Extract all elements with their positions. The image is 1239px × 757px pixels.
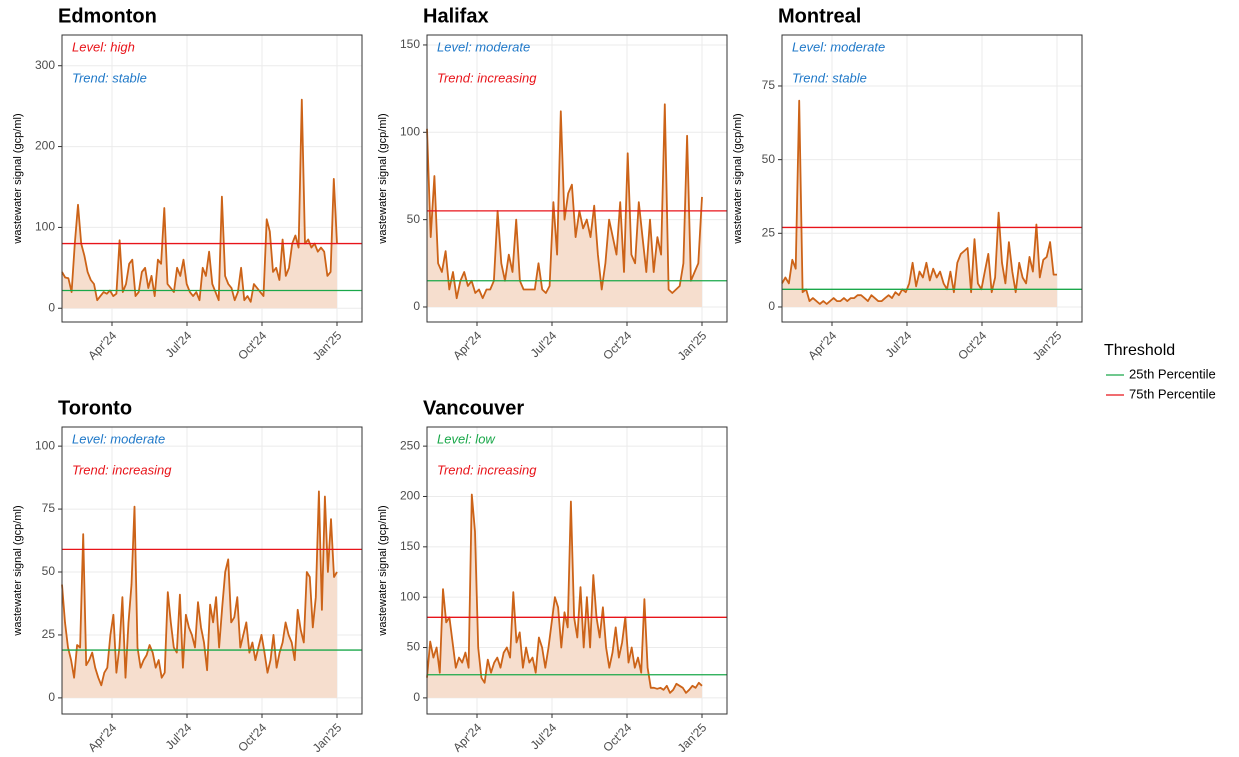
x-tick-label: Jul'24 [528, 328, 560, 360]
x-tick-label: Jan'25 [310, 720, 345, 755]
y-tick-label: 25 [42, 627, 56, 641]
level-annotation: Level: high [72, 39, 135, 54]
panel: Apr'24 Jul'24 Oct'24 Jan'25 0 100 200 300 Edmont… [12, 5, 363, 363]
y-axis-label: wastewater signal (gcp/ml) [377, 113, 389, 244]
area [427, 494, 702, 698]
x-tick-label: Apr'24 [85, 328, 119, 362]
x-tick-label: Oct'24 [600, 328, 634, 362]
legend-label: 25th Percentile [1129, 366, 1216, 381]
y-tick-label: 75 [42, 501, 56, 515]
y-tick-label: 150 [400, 37, 420, 51]
y-axis-label: wastewater signal (gcp/ml) [12, 113, 24, 244]
panel-title: Halifax [423, 5, 489, 27]
y-axis-label: wastewater signal (gcp/ml) [12, 505, 24, 636]
x-tick-label: Jul'24 [163, 328, 195, 360]
line [426, 493, 703, 694]
y-tick-label: 50 [407, 640, 421, 654]
line [61, 490, 338, 687]
x-tick-label: Jan'25 [310, 328, 345, 363]
area [62, 491, 337, 698]
x-tick-label: Jan'25 [1030, 328, 1065, 363]
legend-title: Threshold [1104, 342, 1175, 359]
x-tick-label: Apr'24 [805, 328, 839, 362]
y-tick-label: 0 [48, 300, 55, 314]
x-tick-label: Apr'24 [85, 720, 119, 754]
y-tick-label: 100 [35, 220, 55, 234]
panel: Apr'24 Jul'24 Oct'24 Jan'25 0 50 100 150Halifax… [377, 5, 728, 363]
y-tick-label: 0 [413, 690, 420, 704]
plot-border [426, 426, 728, 715]
plot-border [61, 34, 363, 323]
panel-title: Montreal [778, 5, 861, 27]
y-tick-label: 0 [768, 299, 775, 313]
trend-annotation: Trend: increasing [437, 462, 537, 477]
y-tick-label: 0 [413, 299, 420, 313]
y-tick-label: 300 [35, 58, 55, 72]
level-annotation: Level: moderate [72, 431, 165, 446]
y-tick-label: 25 [762, 225, 776, 239]
level-annotation: Level: moderate [792, 39, 885, 54]
trend-annotation: Trend: stable [72, 70, 147, 85]
panel-title: Toronto [58, 397, 132, 419]
panel: Apr'24 Jul'24 Oct'24 Jan'25 0 25 50 75 100 Toront… [12, 397, 363, 755]
legend-label: 75th Percentile [1129, 386, 1216, 401]
trend-annotation: Trend: stable [792, 70, 867, 85]
level-annotation: Level: low [437, 431, 496, 446]
y-tick-label: 50 [762, 152, 776, 166]
y-tick-label: 250 [400, 438, 420, 452]
panel: Apr'24 Jul'24 Oct'24 Jan'25 0 50 100 150 200 250 V… [377, 397, 728, 755]
y-tick-label: 200 [35, 139, 55, 153]
plot-border [781, 34, 1083, 323]
y-tick-label: 75 [762, 78, 776, 92]
level-annotation: Level: moderate [437, 39, 530, 54]
panel: Apr'24 Jul'24 Oct'24 Jan'25 0 25 50 75 Montreal L… [732, 5, 1083, 363]
y-tick-label: 100 [35, 438, 55, 452]
y-tick-label: 50 [42, 564, 56, 578]
plot-border [61, 426, 363, 715]
x-tick-label: Jul'24 [528, 720, 560, 752]
panel-title: Vancouver [423, 397, 524, 419]
line [426, 103, 703, 300]
y-tick-label: 50 [407, 212, 421, 226]
trend-annotation: Trend: increasing [437, 70, 537, 85]
line [781, 99, 1057, 305]
y-axis-label: wastewater signal (gcp/ml) [377, 505, 389, 636]
y-tick-label: 100 [400, 589, 420, 603]
x-tick-label: Oct'24 [235, 328, 269, 362]
x-tick-label: Oct'24 [955, 328, 989, 362]
line [61, 98, 338, 303]
x-tick-label: Jan'25 [675, 720, 710, 755]
area [62, 99, 337, 309]
y-axis-label: wastewater signal (gcp/ml) [732, 113, 744, 244]
x-tick-label: Jan'25 [675, 328, 710, 363]
x-tick-label: Jul'24 [883, 328, 915, 360]
y-tick-label: 150 [400, 539, 420, 553]
x-tick-label: Oct'24 [235, 720, 269, 754]
panel-title: Edmonton [58, 5, 157, 27]
x-tick-label: Apr'24 [450, 720, 484, 754]
x-tick-label: Jul'24 [163, 720, 195, 752]
y-tick-label: 200 [400, 489, 420, 503]
plot-border [426, 34, 728, 323]
y-tick-label: 0 [48, 690, 55, 704]
trend-annotation: Trend: increasing [72, 462, 172, 477]
x-tick-label: Oct'24 [600, 720, 634, 754]
y-tick-label: 100 [400, 124, 420, 138]
x-tick-label: Apr'24 [450, 328, 484, 362]
